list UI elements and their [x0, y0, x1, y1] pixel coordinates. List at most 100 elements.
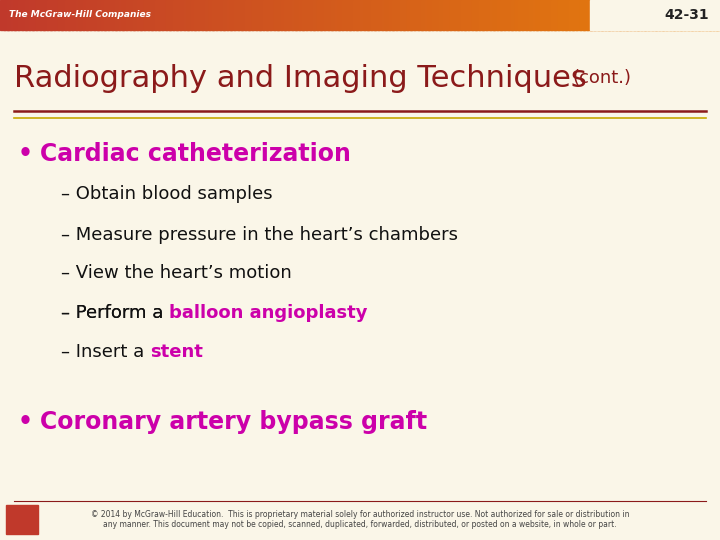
Bar	[684, 0, 689, 30]
Bar	[587, 0, 592, 30]
Bar	[18, 0, 23, 30]
Bar	[83, 0, 88, 30]
Bar	[486, 0, 491, 30]
Bar	[295, 0, 300, 30]
Bar	[324, 0, 329, 30]
Bar	[101, 0, 106, 30]
Bar	[655, 0, 660, 30]
Bar	[209, 0, 214, 30]
Bar	[630, 0, 635, 30]
Bar	[515, 0, 520, 30]
Bar	[544, 0, 549, 30]
Bar	[72, 0, 77, 30]
Bar	[288, 0, 293, 30]
Bar	[173, 0, 178, 30]
Bar	[677, 0, 682, 30]
Bar	[338, 0, 343, 30]
Bar	[68, 0, 73, 30]
Bar	[443, 0, 448, 30]
Bar	[155, 0, 160, 30]
Bar	[115, 0, 120, 30]
Bar	[54, 0, 59, 30]
Bar	[482, 0, 487, 30]
Bar	[536, 0, 541, 30]
Bar	[612, 0, 617, 30]
Bar	[511, 0, 516, 30]
Bar	[270, 0, 275, 30]
Bar	[385, 0, 390, 30]
Bar	[371, 0, 376, 30]
Bar	[551, 0, 556, 30]
Bar	[475, 0, 480, 30]
Bar	[533, 0, 538, 30]
Bar	[641, 0, 646, 30]
Bar	[252, 0, 257, 30]
Text: – View the heart’s motion: – View the heart’s motion	[61, 264, 292, 282]
Bar	[396, 0, 401, 30]
Bar	[378, 0, 383, 30]
Bar	[32, 0, 37, 30]
Bar	[403, 0, 408, 30]
Bar	[407, 0, 412, 30]
Bar	[133, 0, 138, 30]
Bar	[306, 0, 311, 30]
Bar	[392, 0, 397, 30]
Bar	[169, 0, 174, 30]
Bar	[637, 0, 642, 30]
Bar	[25, 0, 30, 30]
Bar	[104, 0, 109, 30]
Bar	[112, 0, 117, 30]
Bar	[364, 0, 369, 30]
Bar	[709, 0, 714, 30]
Bar	[90, 0, 95, 30]
Bar	[526, 0, 531, 30]
Bar	[569, 0, 574, 30]
Bar	[220, 0, 225, 30]
Bar	[468, 0, 473, 30]
Bar	[259, 0, 264, 30]
Bar	[158, 0, 163, 30]
Bar	[292, 0, 297, 30]
Bar	[450, 0, 455, 30]
Bar	[6, 505, 38, 534]
Bar	[652, 0, 657, 30]
Bar	[328, 0, 333, 30]
Bar	[320, 0, 325, 30]
Bar	[360, 0, 365, 30]
Bar	[130, 0, 135, 30]
Bar	[601, 0, 606, 30]
Bar	[576, 0, 581, 30]
Bar	[205, 0, 210, 30]
Bar	[230, 0, 235, 30]
Bar	[191, 0, 196, 30]
Bar	[367, 0, 372, 30]
Text: The McGraw-Hill Companies: The McGraw-Hill Companies	[9, 10, 151, 19]
Bar	[97, 0, 102, 30]
Bar	[518, 0, 523, 30]
Bar	[356, 0, 361, 30]
Bar	[342, 0, 347, 30]
Bar	[464, 0, 469, 30]
Bar	[680, 0, 685, 30]
Text: – Perform a: – Perform a	[61, 304, 169, 322]
Bar	[572, 0, 577, 30]
Bar	[43, 0, 48, 30]
Bar	[140, 0, 145, 30]
Bar	[421, 0, 426, 30]
Bar	[119, 0, 124, 30]
Bar	[248, 0, 253, 30]
Bar	[11, 0, 16, 30]
Bar	[713, 0, 718, 30]
Bar	[472, 0, 477, 30]
Bar	[598, 0, 603, 30]
Bar	[61, 0, 66, 30]
Bar	[410, 0, 415, 30]
Bar	[446, 0, 451, 30]
Bar	[76, 0, 81, 30]
Bar	[65, 0, 70, 30]
Bar	[590, 0, 595, 30]
Bar	[86, 0, 91, 30]
Text: any manner. This document may not be copied, scanned, duplicated, forwarded, dis: any manner. This document may not be cop…	[103, 521, 617, 529]
Bar	[540, 0, 545, 30]
Bar	[439, 0, 444, 30]
